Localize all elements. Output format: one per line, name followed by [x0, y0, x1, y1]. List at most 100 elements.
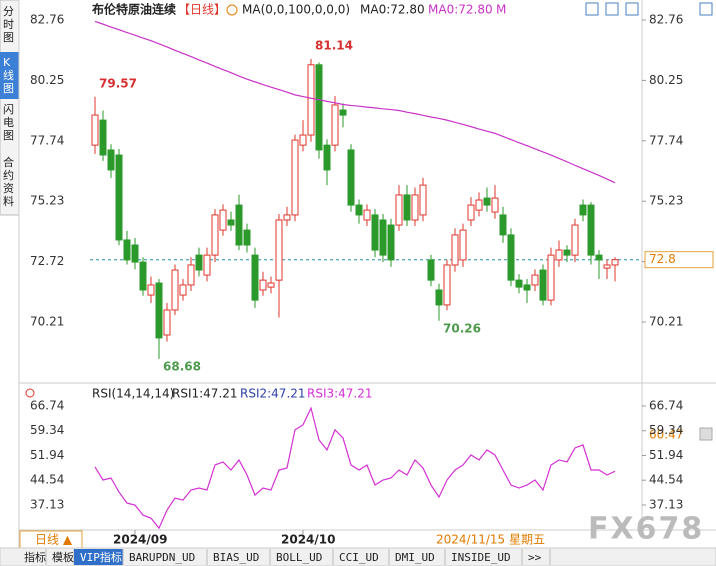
candle-body: [587, 204, 595, 256]
last-price-box: [644, 251, 714, 269]
candle-body: [531, 274, 539, 286]
candle-body: [395, 194, 403, 226]
tab[interactable]: BIAS_UD: [213, 551, 259, 564]
tab[interactable]: 指标: [24, 550, 46, 564]
candle-body: [299, 134, 307, 146]
y-tick-label: 66.74: [649, 398, 683, 412]
y-tick-label: 72.72: [30, 254, 64, 268]
candle-body: [419, 184, 427, 216]
candle-body: [139, 261, 147, 291]
candle-body: [211, 214, 219, 256]
icon[interactable]: [625, 2, 639, 16]
rsi-marker: 60.47: [649, 428, 683, 442]
legend: MA0:72.80: [360, 3, 425, 17]
candle-body: [251, 254, 259, 301]
candle-body: [443, 264, 451, 306]
rsi-line: [94, 406, 616, 530]
candle-body: [235, 204, 243, 246]
tab[interactable]: >>: [528, 551, 542, 564]
candle-body: [267, 282, 275, 288]
tab[interactable]: BOLL_UD: [276, 551, 322, 564]
sidebar-tab[interactable]: 分时图: [3, 5, 14, 44]
tab[interactable]: BARUPDN_UD: [129, 551, 195, 564]
candle-body: [131, 244, 139, 263]
tab-bar: [0, 547, 716, 566]
y-tick-label: 82.76: [30, 13, 64, 27]
icon[interactable]: [605, 2, 619, 16]
icon[interactable]: [585, 2, 599, 16]
candle-body: [219, 209, 227, 231]
tab[interactable]: 模板: [52, 550, 74, 564]
candle-body: [195, 254, 203, 271]
legend: MA0:72.80: [428, 3, 493, 17]
candle-body: [595, 254, 603, 261]
sidebar-tab[interactable]: K 线图: [3, 56, 14, 95]
candle-body: [491, 197, 499, 213]
candle-body: [539, 269, 547, 301]
y-tick-label: 51.94: [649, 448, 683, 462]
candle-body: [611, 259, 619, 266]
candle-body: [411, 194, 419, 221]
y-tick-label: 75.23: [649, 194, 683, 208]
extreme-label: 81.14: [315, 39, 353, 53]
candle-body: [563, 249, 571, 256]
candle-body: [243, 229, 251, 246]
tab[interactable]: VIP指标: [80, 550, 122, 564]
candle-body: [467, 204, 475, 221]
candle-body: [387, 224, 395, 261]
candle-body: [499, 214, 507, 236]
y-tick-label: 82.76: [649, 13, 683, 27]
tab[interactable]: INSIDE_UD: [451, 551, 511, 564]
tab-active: [74, 549, 123, 565]
add-icon[interactable]: [226, 4, 238, 16]
icon[interactable]: [699, 2, 713, 16]
candle-body: [99, 119, 107, 156]
candle-body: [475, 199, 483, 211]
extreme-label: 68.68: [163, 359, 201, 373]
candle-body: [275, 219, 283, 281]
y-tick-label: 51.94: [30, 448, 64, 462]
y-tick-label: 70.21: [30, 315, 64, 329]
candle-body: [603, 264, 611, 269]
candle-body: [283, 214, 291, 221]
candle-body: [555, 249, 563, 261]
toolbar-icons[interactable]: [585, 2, 713, 441]
candle-body: [347, 149, 355, 206]
tab[interactable]: DMI_UD: [395, 551, 435, 564]
candle-body: [259, 279, 267, 291]
candle-body: [451, 234, 459, 266]
y-tick-label: 80.25: [649, 73, 683, 87]
y-tick-label: 70.21: [649, 315, 683, 329]
extreme-label: 70.26: [443, 321, 481, 335]
candle-body: [571, 224, 579, 256]
y-tick-label: 75.23: [30, 194, 64, 208]
legend: RSI2:47.21: [240, 387, 306, 401]
candle-body: [483, 197, 491, 206]
ma-line: [94, 20, 616, 184]
tab[interactable]: CCI_UD: [339, 551, 379, 564]
icon[interactable]: [699, 427, 713, 441]
y-tick-label: 37.13: [649, 497, 683, 511]
candle-body: [371, 214, 379, 251]
y-tick-label: 59.34: [30, 423, 64, 437]
candle-body: [315, 64, 323, 151]
date-label: 2024/11/15 星期五: [436, 533, 545, 547]
candle-body: [91, 114, 99, 146]
period-button[interactable]: 日线 ▲: [35, 533, 73, 547]
last-price: 72.8: [649, 252, 676, 266]
sidebar-active: [0, 52, 19, 99]
candle-body: [147, 284, 155, 296]
candle-body: [363, 209, 371, 221]
legend: RSI1:47.21: [172, 387, 238, 401]
candle-body: [515, 279, 523, 288]
sidebar-tab[interactable]: 闪电图: [3, 102, 14, 142]
candle-body: [579, 204, 587, 216]
candle-body: [155, 282, 163, 339]
y-tick-label: 80.25: [30, 73, 64, 87]
title: 布伦特原油连续: [92, 2, 176, 17]
sidebar-tab[interactable]: 合约资料: [3, 155, 14, 208]
y-tick-label: 37.13: [30, 497, 64, 511]
settings-icon[interactable]: [25, 388, 35, 398]
candle-body: [403, 194, 411, 221]
